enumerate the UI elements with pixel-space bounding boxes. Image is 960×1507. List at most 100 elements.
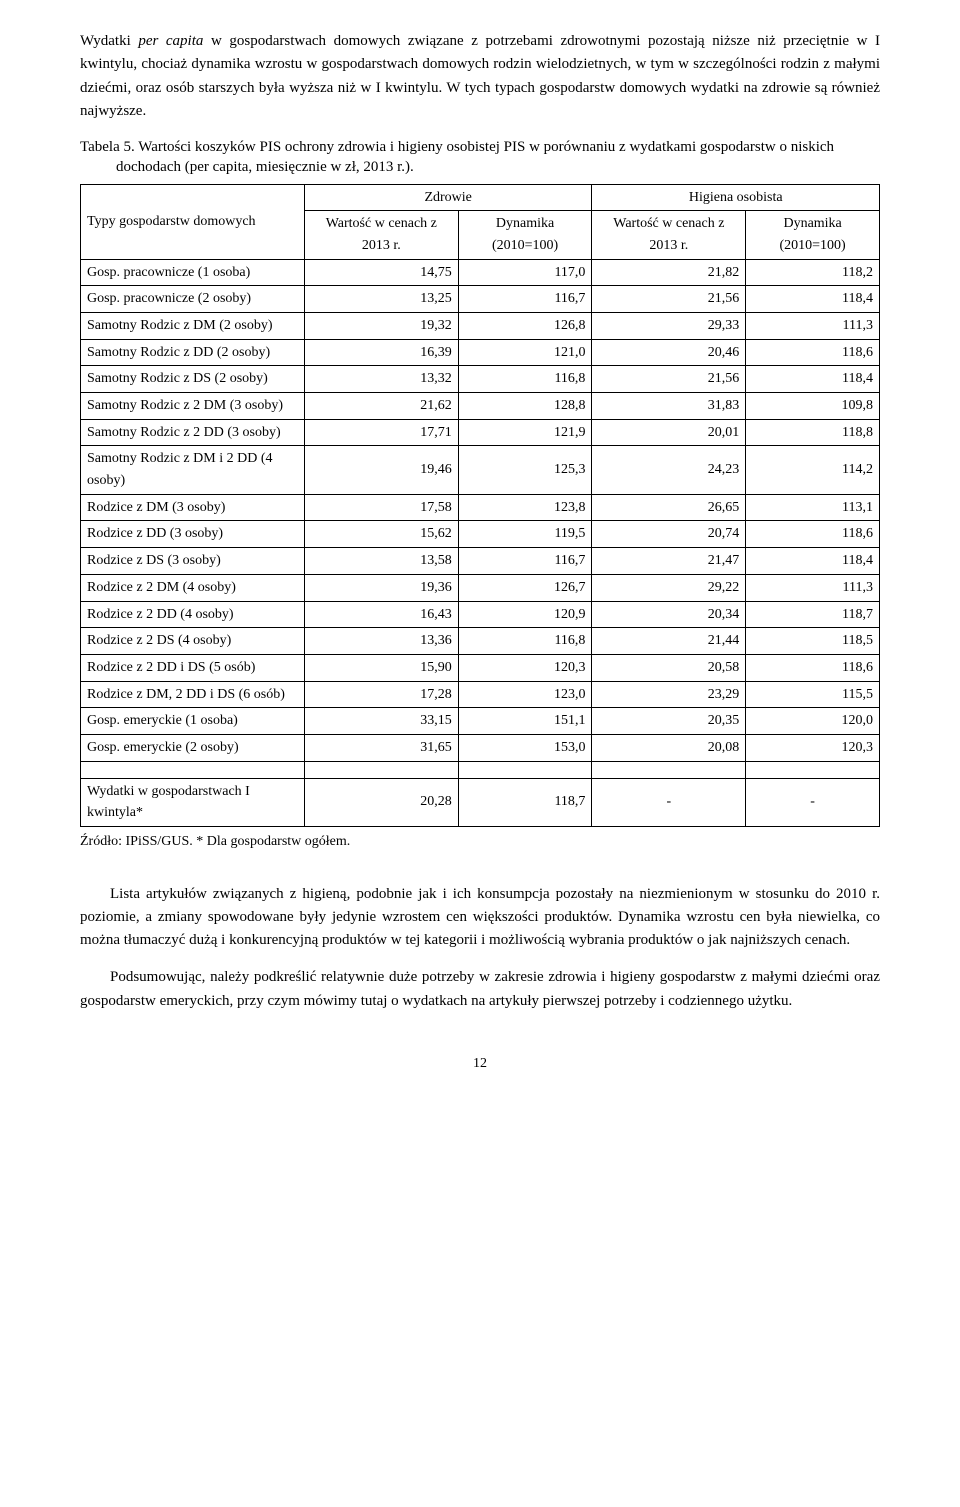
cell-hd: -	[746, 778, 880, 826]
table-row: Rodzice z 2 DD (4 osoby)16,43120,920,341…	[81, 601, 880, 628]
cell-type: Samotny Rodzic z DD (2 osoby)	[81, 339, 305, 366]
cell-zw: 31,65	[304, 734, 458, 761]
cell-hw: 20,35	[592, 708, 746, 735]
cell-type: Rodzice z DM, 2 DD i DS (6 osób)	[81, 681, 305, 708]
cell-hd: 109,8	[746, 393, 880, 420]
th-zdrowie: Zdrowie	[304, 184, 592, 211]
cell-hd: 118,2	[746, 259, 880, 286]
cell-type: Rodzice z 2 DD i DS (5 osób)	[81, 654, 305, 681]
cell-hw: 20,58	[592, 654, 746, 681]
cell-type: Gosp. pracownicze (1 osoba)	[81, 259, 305, 286]
cell-hd: 115,5	[746, 681, 880, 708]
cell-type: Samotny Rodzic z DS (2 osoby)	[81, 366, 305, 393]
table-row: Gosp. pracownicze (2 osoby)13,25116,721,…	[81, 286, 880, 313]
cell-hd: 118,6	[746, 654, 880, 681]
table-row: Rodzice z DS (3 osoby)13,58116,721,47118…	[81, 548, 880, 575]
cell-zw: 13,58	[304, 548, 458, 575]
cell-hd: 118,5	[746, 628, 880, 655]
table-row: Rodzice z 2 DS (4 osoby)13,36116,821,441…	[81, 628, 880, 655]
th-z-wartosc: Wartość w cenach z 2013 r.	[304, 211, 458, 259]
table-row: Rodzice z DD (3 osoby)15,62119,520,74118…	[81, 521, 880, 548]
cell-hd: 118,4	[746, 286, 880, 313]
cell-hw: 29,22	[592, 574, 746, 601]
cell-hw: 26,65	[592, 494, 746, 521]
cell-type: Samotny Rodzic z 2 DD (3 osoby)	[81, 419, 305, 446]
cell-hd: 111,3	[746, 312, 880, 339]
cell-hw: 21,47	[592, 548, 746, 575]
body-paragraph-1: Wydatki per capita w gospodarstwach domo…	[80, 30, 880, 123]
table-row: Samotny Rodzic z 2 DD (3 osoby)17,71121,…	[81, 419, 880, 446]
cell-type: Gosp. emeryckie (2 osoby)	[81, 734, 305, 761]
table-row: Gosp. pracownicze (1 osoba)14,75117,021,…	[81, 259, 880, 286]
cell-type: Samotny Rodzic z DM (2 osoby)	[81, 312, 305, 339]
cell-zw: 16,39	[304, 339, 458, 366]
th-types: Typy gospodarstw domowych	[81, 184, 305, 259]
cell-zd: 116,8	[458, 628, 592, 655]
cell-zw: 19,32	[304, 312, 458, 339]
cell-hd: 120,3	[746, 734, 880, 761]
cell-zd: 121,0	[458, 339, 592, 366]
cell-hd: 113,1	[746, 494, 880, 521]
table-row: Gosp. emeryckie (2 osoby)31,65153,020,08…	[81, 734, 880, 761]
cell-zw: 15,62	[304, 521, 458, 548]
cell-zd: 151,1	[458, 708, 592, 735]
table-row: Samotny Rodzic z 2 DM (3 osoby)21,62128,…	[81, 393, 880, 420]
cell-hd: 118,6	[746, 339, 880, 366]
table-row: Samotny Rodzic z DM i 2 DD (4 osoby)19,4…	[81, 446, 880, 494]
table-row: Rodzice z DM (3 osoby)17,58123,826,65113…	[81, 494, 880, 521]
cell-hw: 20,34	[592, 601, 746, 628]
table-footer-row: Wydatki w gospodarstwach I kwintyla*20,2…	[81, 778, 880, 826]
th-h-wartosc: Wartość w cenach z 2013 r.	[592, 211, 746, 259]
table-row: Samotny Rodzic z DS (2 osoby)13,32116,82…	[81, 366, 880, 393]
cell-type: Wydatki w gospodarstwach I kwintyla*	[81, 778, 305, 826]
table-blank-row	[81, 761, 880, 778]
cell-zd: 116,8	[458, 366, 592, 393]
cell-hw: 20,08	[592, 734, 746, 761]
cell-hw: 21,56	[592, 366, 746, 393]
cell-type: Samotny Rodzic z DM i 2 DD (4 osoby)	[81, 446, 305, 494]
body-paragraph-2: Lista artykułów związanych z higieną, po…	[80, 883, 880, 953]
cell-hw: 20,01	[592, 419, 746, 446]
cell-zd: 123,0	[458, 681, 592, 708]
cell-hw: 20,46	[592, 339, 746, 366]
cell-type: Rodzice z DD (3 osoby)	[81, 521, 305, 548]
cell-hd: 114,2	[746, 446, 880, 494]
cell-type: Rodzice z 2 DD (4 osoby)	[81, 601, 305, 628]
cell-zd: 116,7	[458, 548, 592, 575]
cell-zd: 123,8	[458, 494, 592, 521]
cell-hw: -	[592, 778, 746, 826]
cell-zd: 119,5	[458, 521, 592, 548]
cell-zd: 121,9	[458, 419, 592, 446]
cell-hd: 120,0	[746, 708, 880, 735]
cell-zd: 128,8	[458, 393, 592, 420]
p1-italic: per capita	[138, 33, 203, 49]
cell-type: Rodzice z DS (3 osoby)	[81, 548, 305, 575]
cell-zw: 20,28	[304, 778, 458, 826]
cell-zw: 14,75	[304, 259, 458, 286]
cell-zw: 13,36	[304, 628, 458, 655]
cell-type: Rodzice z DM (3 osoby)	[81, 494, 305, 521]
cell-zd: 116,7	[458, 286, 592, 313]
cell-type: Rodzice z 2 DS (4 osoby)	[81, 628, 305, 655]
cell-hw: 24,23	[592, 446, 746, 494]
cell-hw: 31,83	[592, 393, 746, 420]
cell-hw: 21,44	[592, 628, 746, 655]
cell-zd: 117,0	[458, 259, 592, 286]
cell-zw: 17,71	[304, 419, 458, 446]
cell-hd: 118,4	[746, 366, 880, 393]
cell-type: Gosp. emeryckie (1 osoba)	[81, 708, 305, 735]
cell-hw: 21,82	[592, 259, 746, 286]
table-row: Rodzice z 2 DM (4 osoby)19,36126,729,221…	[81, 574, 880, 601]
cell-hd: 118,7	[746, 601, 880, 628]
th-h-dynamika: Dynamika (2010=100)	[746, 211, 880, 259]
cell-zw: 17,58	[304, 494, 458, 521]
data-table: Typy gospodarstw domowych Zdrowie Higien…	[80, 184, 880, 828]
cell-hw: 29,33	[592, 312, 746, 339]
table-row: Rodzice z 2 DD i DS (5 osób)15,90120,320…	[81, 654, 880, 681]
cell-hd: 118,4	[746, 548, 880, 575]
cell-zw: 19,36	[304, 574, 458, 601]
table-row: Samotny Rodzic z DD (2 osoby)16,39121,02…	[81, 339, 880, 366]
cell-hd: 118,8	[746, 419, 880, 446]
cell-zw: 15,90	[304, 654, 458, 681]
page-number: 12	[80, 1053, 880, 1075]
